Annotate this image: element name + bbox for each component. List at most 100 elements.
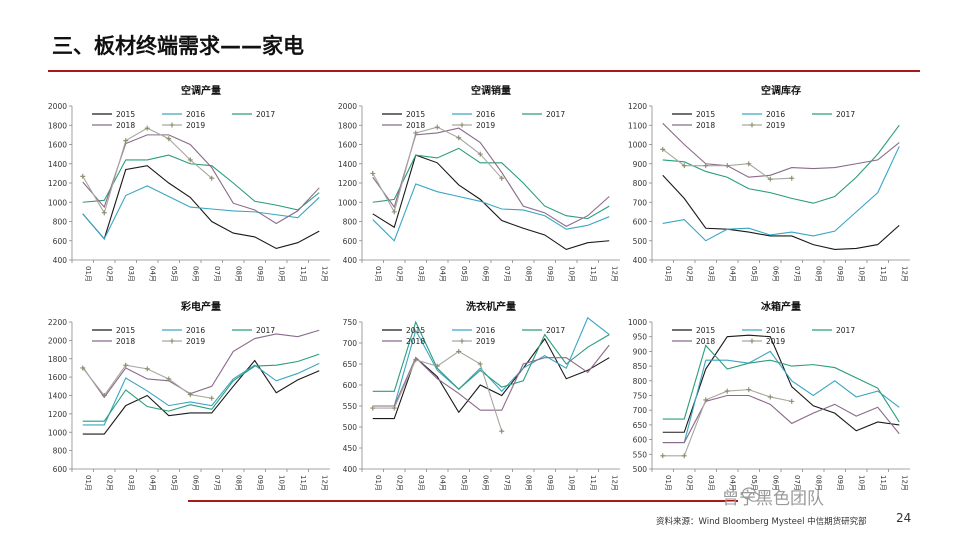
- y-tick-label: 600: [53, 237, 68, 246]
- y-tick-label: 1800: [48, 121, 67, 130]
- x-tick-label: 10月: [277, 266, 285, 282]
- x-tick-label: 12月: [610, 475, 618, 491]
- y-tick-label: 600: [633, 436, 648, 445]
- page-title: 三、板材终端需求——家电: [52, 34, 304, 58]
- x-tick-label: 10月: [857, 266, 865, 282]
- y-tick-label: 1000: [628, 141, 647, 150]
- legend-marker-2019: [749, 122, 755, 128]
- series-line-2016: [662, 146, 900, 242]
- series-line-2017: [372, 320, 610, 392]
- point-marker-2019: [477, 151, 483, 157]
- legend-label-2018: 2018: [116, 121, 135, 130]
- y-tick-label: 800: [53, 447, 68, 456]
- chart-ac-inventory: 空调库存 400 500 600 700 800 900 1000 1100 1200 01月 02月…: [628, 84, 910, 282]
- legend-marker-2019: [459, 122, 465, 128]
- series-line-2019: [662, 389, 792, 457]
- y-tick-label: 1000: [338, 198, 357, 207]
- x-tick-label: 05月: [170, 475, 178, 491]
- x-tick-label: 04月: [728, 475, 736, 491]
- legend-marker-2019: [459, 338, 465, 344]
- x-tick-label: 07月: [793, 266, 801, 282]
- x-tick-label: 12月: [900, 475, 908, 491]
- point-marker-2019: [724, 388, 730, 394]
- y-tick-label: 1400: [338, 160, 357, 169]
- x-tick-label: 04月: [148, 475, 156, 491]
- point-marker-2019: [209, 395, 215, 401]
- point-marker-2019: [746, 161, 752, 167]
- point-marker-2019: [80, 173, 86, 179]
- x-tick-label: 04月: [438, 266, 446, 282]
- x-tick-label: 10月: [567, 475, 575, 491]
- x-tick-label: 04月: [728, 266, 736, 282]
- x-tick-label: 01月: [664, 266, 672, 282]
- series-line-2017: [372, 147, 610, 220]
- series-line-2016: [82, 362, 320, 426]
- y-tick-label: 700: [633, 406, 648, 415]
- x-tick-label: 01月: [84, 475, 92, 491]
- y-tick-label: 1400: [48, 160, 67, 169]
- x-tick-label: 11月: [879, 266, 887, 282]
- point-marker-2019: [166, 376, 172, 382]
- point-marker-2019: [660, 453, 666, 459]
- y-tick-label: 600: [53, 465, 68, 474]
- x-tick-label: 12月: [320, 266, 328, 282]
- x-tick-label: 03月: [127, 266, 135, 282]
- legend-marker-2019: [749, 338, 755, 344]
- legend-label-2017: 2017: [546, 326, 565, 335]
- point-marker-2019: [187, 392, 193, 398]
- chart-washer-production: 洗衣机产量 400 450 500 550 600 650 700 750 01月 02月 03月 04…: [343, 300, 620, 491]
- x-tick-label: 01月: [374, 266, 382, 282]
- point-marker-2019: [391, 209, 397, 215]
- y-tick-label: 400: [343, 465, 358, 474]
- x-tick-label: 11月: [879, 475, 887, 491]
- x-tick-label: 05月: [460, 475, 468, 491]
- legend-label-2016: 2016: [186, 110, 205, 119]
- x-tick-label: 12月: [900, 266, 908, 282]
- x-tick-label: 02月: [685, 475, 693, 491]
- y-tick-label: 2000: [48, 336, 67, 345]
- x-tick-label: 07月: [793, 475, 801, 491]
- y-tick-label: 400: [53, 256, 68, 265]
- y-tick-label: 700: [343, 339, 358, 348]
- legend-label-2019: 2019: [186, 337, 205, 346]
- series-line-2017: [82, 154, 320, 211]
- point-marker-2019: [123, 138, 129, 144]
- y-tick-label: 400: [343, 256, 358, 265]
- chart-title: 空调产量: [181, 84, 221, 97]
- x-tick-label: 09月: [546, 475, 554, 491]
- legend-label-2019: 2019: [766, 337, 785, 346]
- series-line-2018: [372, 344, 610, 411]
- point-marker-2019: [499, 428, 505, 434]
- y-tick-label: 800: [633, 179, 648, 188]
- series-line-2015: [662, 174, 900, 250]
- point-marker-2019: [724, 163, 730, 169]
- point-marker-2019: [767, 176, 773, 182]
- x-tick-label: 08月: [814, 475, 822, 491]
- x-tick-label: 02月: [105, 266, 113, 282]
- x-tick-label: 11月: [299, 266, 307, 282]
- x-tick-label: 03月: [417, 475, 425, 491]
- y-tick-label: 550: [343, 402, 358, 411]
- x-tick-label: 02月: [685, 266, 693, 282]
- point-marker-2019: [123, 362, 129, 368]
- point-marker-2019: [660, 146, 666, 152]
- legend-label-2017: 2017: [836, 110, 855, 119]
- point-marker-2019: [477, 361, 483, 367]
- footer-divider: [188, 500, 738, 502]
- legend-label-2015: 2015: [696, 326, 715, 335]
- x-tick-label: 05月: [750, 475, 758, 491]
- x-tick-label: 03月: [417, 266, 425, 282]
- y-tick-label: 500: [343, 423, 358, 432]
- y-tick-label: 600: [633, 218, 648, 227]
- x-tick-label: 10月: [567, 266, 575, 282]
- y-tick-label: 1600: [48, 373, 67, 382]
- point-marker-2019: [703, 397, 709, 403]
- legend-label-2016: 2016: [186, 326, 205, 335]
- chart-tv-production: 彩电产量 600 800 1000 1200 1400 1600 1800 2000 2200 01…: [48, 300, 330, 491]
- chart-ac-sales: 空调销量 400 600 800 1000 1200 1400 1600 1800 2000 01月…: [338, 84, 620, 282]
- chart-fridge-production: 冰箱产量 500 550 600 650 700 750 800 850 900 950 1000 01…: [628, 300, 910, 491]
- y-tick-label: 1600: [338, 141, 357, 150]
- point-marker-2019: [789, 398, 795, 404]
- series-line-2016: [82, 185, 320, 240]
- point-marker-2019: [144, 366, 150, 372]
